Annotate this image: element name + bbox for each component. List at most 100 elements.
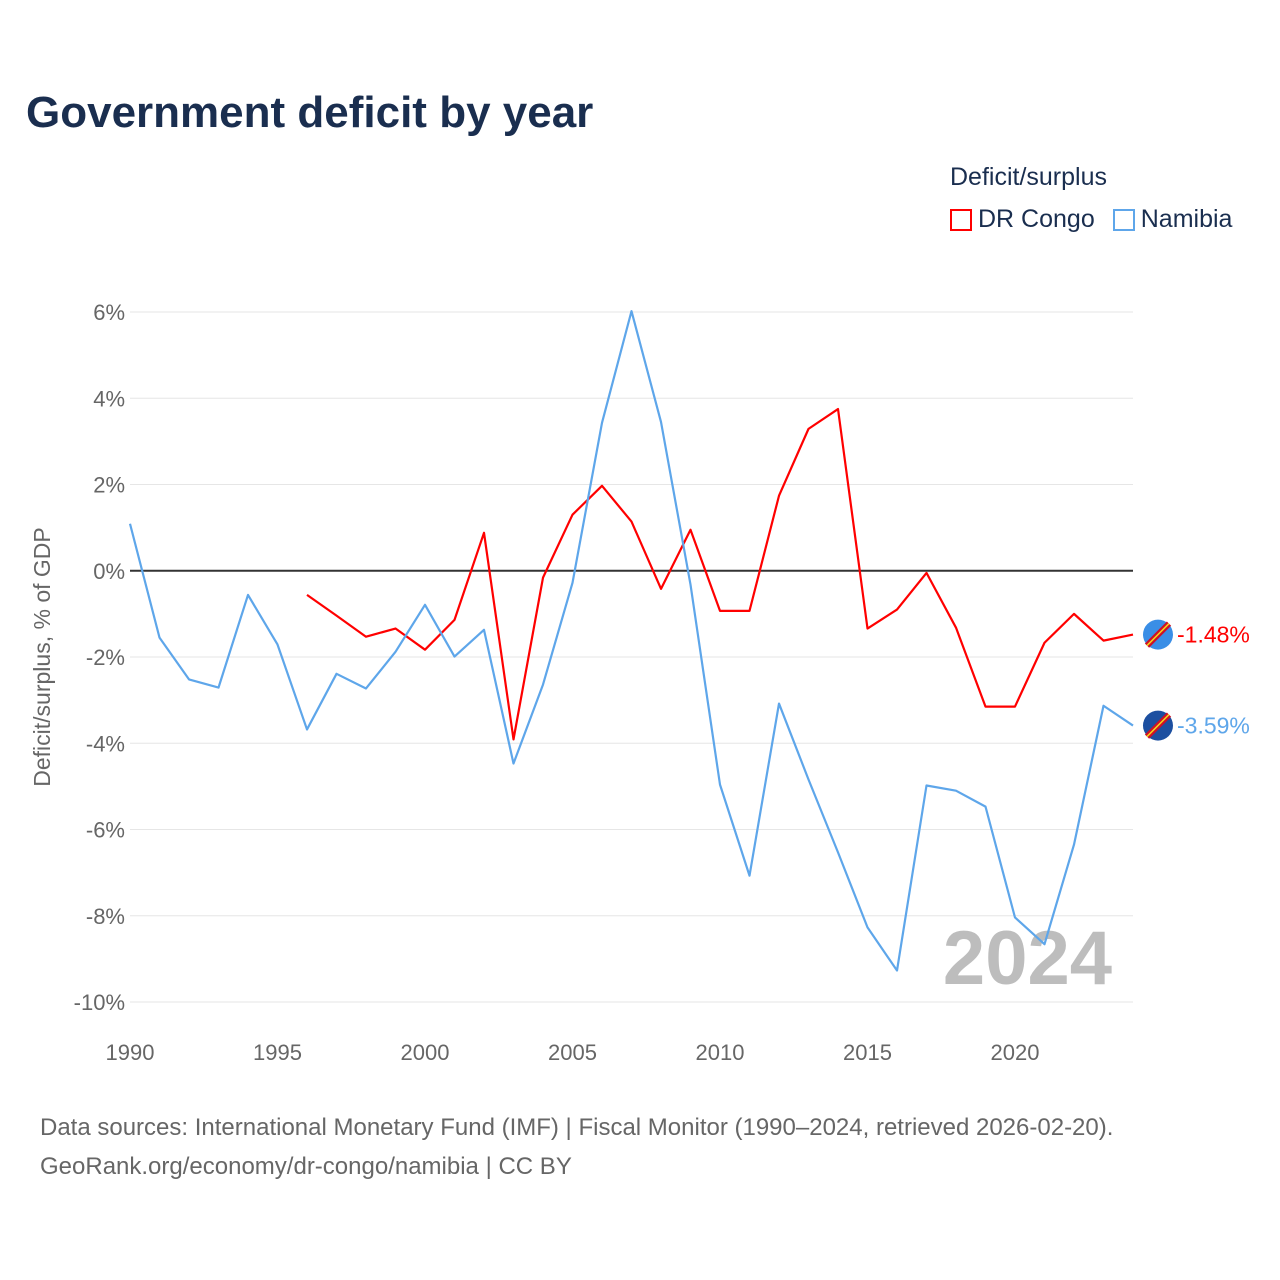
data-point — [217, 686, 221, 690]
flag-stripe — [1146, 714, 1170, 738]
data-point — [659, 587, 663, 591]
legend-swatch — [950, 208, 972, 231]
data-point — [335, 614, 339, 618]
source-line-2: GeoRank.org/economy/dr-congo/namibia | C… — [40, 1153, 572, 1180]
data-point — [1043, 942, 1047, 946]
x-tick-label: 2010 — [696, 1040, 745, 1065]
data-point — [512, 737, 516, 741]
data-point — [541, 576, 545, 580]
data-point — [954, 626, 958, 630]
data-point — [335, 672, 339, 676]
data-point — [600, 484, 604, 488]
data-point — [1072, 612, 1076, 616]
data-point — [836, 850, 840, 854]
data-point — [305, 727, 309, 731]
chart-title: Government deficit by year — [26, 88, 594, 137]
end-value-label: -3.59% — [1177, 713, 1250, 739]
x-tick-label: 1990 — [106, 1040, 155, 1065]
data-point — [895, 969, 899, 973]
y-tick-label: 0% — [93, 559, 125, 584]
data-point — [541, 683, 545, 687]
data-point — [158, 636, 162, 640]
data-point — [866, 627, 870, 631]
data-point — [984, 705, 988, 709]
legend: DR Congo Namibia — [950, 205, 1232, 234]
data-point — [925, 784, 929, 788]
data-point — [246, 593, 250, 597]
flag-stripe — [1146, 623, 1170, 647]
data-point — [1013, 705, 1017, 709]
data-point — [1043, 641, 1047, 645]
data-point — [748, 609, 752, 613]
y-tick-label: -2% — [86, 645, 125, 670]
data-point — [1131, 633, 1135, 637]
data-point — [1013, 915, 1017, 919]
data-point — [453, 618, 457, 622]
data-point — [954, 789, 958, 793]
data-point — [423, 648, 427, 652]
data-point — [512, 762, 516, 766]
data-point — [718, 609, 722, 613]
data-point — [895, 608, 899, 612]
data-point — [1102, 704, 1106, 708]
x-tick-label: 2020 — [991, 1040, 1040, 1065]
data-point — [630, 309, 634, 313]
data-point — [1102, 639, 1106, 643]
y-tick-label: -6% — [86, 818, 125, 843]
data-point — [718, 783, 722, 787]
data-point — [836, 407, 840, 411]
legend-label: Namibia — [1140, 205, 1233, 233]
data-point — [689, 583, 693, 587]
data-point — [305, 593, 309, 597]
data-point — [777, 494, 781, 498]
data-point — [748, 874, 752, 878]
y-tick-label: -8% — [86, 904, 125, 929]
data-point — [394, 627, 398, 631]
y-tick-label: 4% — [93, 386, 125, 411]
series-line-namibia — [128, 310, 1134, 972]
data-point — [187, 677, 191, 681]
data-point — [777, 702, 781, 706]
data-point — [689, 528, 693, 532]
data-point — [600, 421, 604, 425]
data-point — [364, 635, 368, 639]
data-point — [571, 581, 575, 585]
series-line-dr-congo — [306, 407, 1134, 741]
data-point — [482, 531, 486, 535]
data-point — [630, 520, 634, 524]
x-tick-label: 2005 — [548, 1040, 597, 1065]
legend-label: DR Congo — [978, 205, 1095, 233]
x-tick-label: 1995 — [253, 1040, 302, 1065]
y-tick-label: -4% — [86, 731, 125, 756]
data-point — [482, 628, 486, 632]
data-point — [1131, 724, 1135, 728]
data-point — [1072, 843, 1076, 847]
y-axis-label: Deficit/surplus, % of GDP — [29, 527, 55, 786]
data-point — [276, 642, 280, 646]
y-tick-label: 6% — [93, 300, 125, 325]
data-point — [925, 571, 929, 575]
end-value-label: -1.48% — [1177, 622, 1250, 648]
legend-item-namibia[interactable]: Namibia — [1112, 205, 1233, 234]
data-point — [453, 655, 457, 659]
data-point — [984, 805, 988, 809]
data-point — [659, 420, 663, 424]
x-tick-label: 2000 — [401, 1040, 450, 1065]
data-point — [423, 603, 427, 607]
x-tick-label: 2015 — [843, 1040, 892, 1065]
legend-item-dr-congo[interactable]: DR Congo — [950, 205, 1095, 234]
data-point — [866, 925, 870, 929]
legend-title: Deficit/surplus — [950, 163, 1107, 191]
data-point — [364, 686, 368, 690]
data-point — [394, 650, 398, 654]
source-line-1: Data sources: International Monetary Fun… — [40, 1114, 1114, 1141]
data-point — [807, 427, 811, 431]
data-point — [807, 777, 811, 781]
data-point — [571, 513, 575, 517]
y-tick-label: -10% — [74, 990, 125, 1015]
legend-swatch — [1112, 208, 1135, 231]
data-point — [128, 522, 132, 526]
y-tick-label: 2% — [93, 473, 125, 498]
